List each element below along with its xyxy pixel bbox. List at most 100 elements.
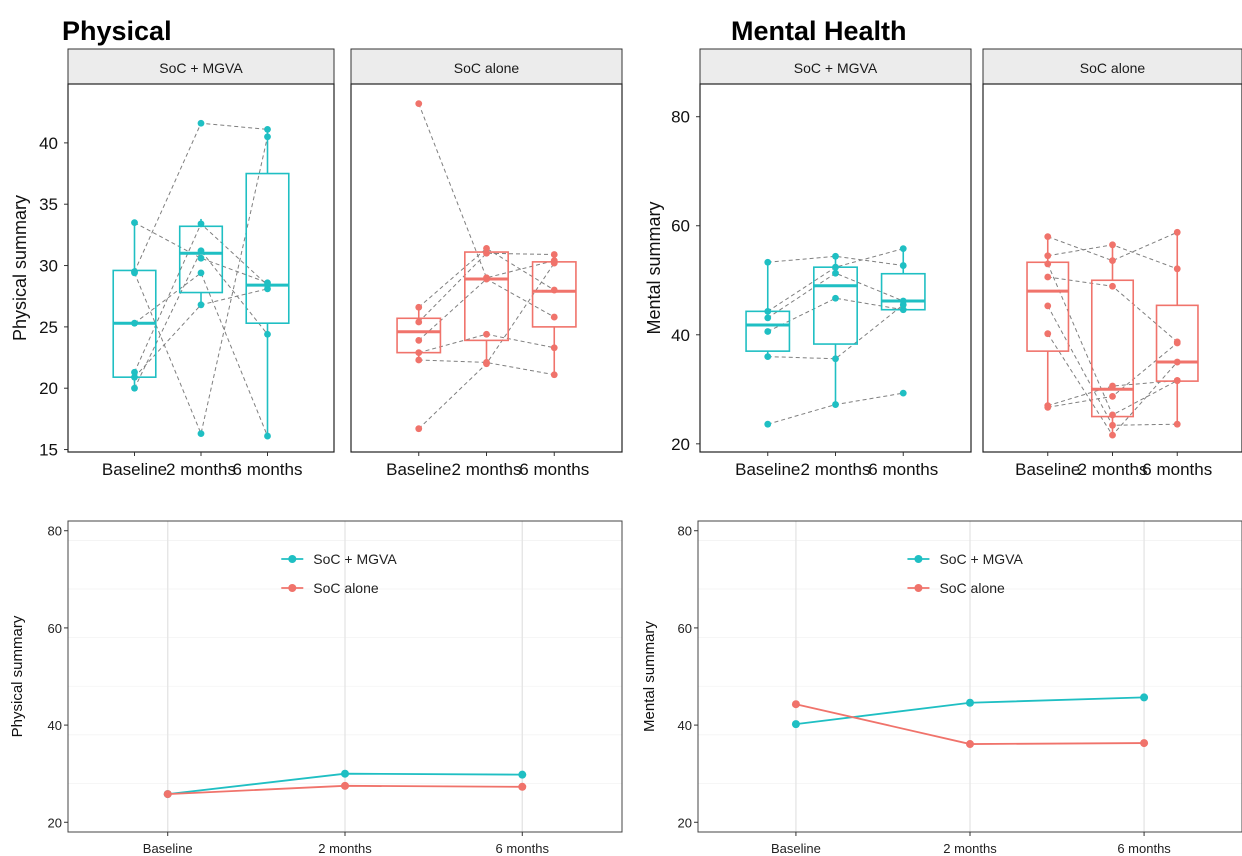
- data-point: [1044, 330, 1052, 338]
- legend-item: SoC alone: [281, 580, 379, 596]
- data-point: [1044, 302, 1052, 310]
- x-tick-label: 6 months: [519, 460, 589, 479]
- subject-trajectory: [418, 359, 555, 376]
- data-point: [899, 262, 907, 269]
- x-tick-label: 2 months: [801, 460, 871, 479]
- data-point: [415, 303, 423, 311]
- data-point: [415, 100, 423, 108]
- charts-layer: 15 20 25 30 35 40 Physical summary SoC + MGVA Ba…: [9, 48, 1242, 856]
- facet-strip: [350, 48, 623, 85]
- data-point: [899, 306, 907, 314]
- y-tick-label: 80: [678, 524, 692, 539]
- data-point: [197, 220, 205, 228]
- x-tick-label: Baseline: [102, 460, 167, 479]
- data-point: [1173, 420, 1181, 428]
- series-point: [163, 790, 172, 799]
- facet-strip-label: SoC + MGVA: [159, 60, 243, 76]
- data-point: [832, 252, 839, 260]
- physical-box: 15 20 25 30 35 40 Physical summary SoC + MGVA Ba…: [10, 48, 623, 479]
- data-point: [1173, 339, 1181, 347]
- data-point: [131, 269, 138, 277]
- data-point: [832, 269, 839, 277]
- facet-strip: [982, 48, 1242, 85]
- data-point: [1173, 358, 1181, 366]
- facet-strip-label: SoC alone: [1080, 60, 1146, 76]
- y-tick-label: 60: [678, 621, 692, 636]
- legend-item: SoC + MGVA: [281, 551, 397, 567]
- data-point: [1044, 233, 1052, 241]
- y-tick-label: 35: [39, 195, 58, 214]
- y-tick-label: 40: [678, 718, 692, 733]
- data-point: [197, 301, 205, 309]
- data-point: [415, 349, 423, 357]
- x-tick-label: 6 months: [233, 460, 303, 479]
- series-point: [341, 769, 349, 778]
- data-point: [550, 344, 558, 352]
- legend-item: SoC + MGVA: [907, 551, 1023, 567]
- data-point: [131, 219, 138, 227]
- data-point: [415, 425, 423, 433]
- data-point: [764, 258, 772, 266]
- y-tick-label: 20: [671, 435, 690, 454]
- legend-key-dot: [914, 584, 923, 592]
- data-point: [1044, 273, 1052, 281]
- subject-trajectory: [134, 249, 268, 389]
- x-tick-label: 2 months: [943, 841, 997, 856]
- x-tick-label: Baseline: [771, 841, 821, 856]
- data-point: [1109, 392, 1116, 400]
- data-point: [1109, 421, 1116, 429]
- subject-trajectory: [418, 247, 555, 308]
- legend-key-dot: [914, 555, 923, 563]
- series-point: [518, 770, 527, 779]
- mental-line: 20 40 60 80 Mental summary Baseline 2 months 6 …: [641, 520, 1242, 856]
- y-axis-label: Mental summary: [644, 201, 664, 334]
- legend-key-dot: [288, 555, 297, 563]
- y-axis-label: Mental summary: [641, 621, 658, 732]
- data-point: [764, 353, 772, 360]
- y-tick-label: 80: [48, 524, 62, 539]
- data-point: [1044, 403, 1052, 411]
- x-tick-label: Baseline: [143, 841, 193, 856]
- x-tick-label: Baseline: [1015, 460, 1080, 479]
- data-point: [764, 328, 772, 335]
- physical-section-title: Physical: [62, 16, 172, 46]
- data-point: [764, 314, 772, 322]
- facet-strip-label: SoC + MGVA: [794, 60, 878, 76]
- data-point: [1109, 411, 1116, 419]
- legend-label: SoC alone: [313, 580, 379, 596]
- x-tick-label: 2 months: [452, 460, 522, 479]
- data-point: [131, 368, 138, 376]
- y-tick-label: 60: [671, 217, 690, 236]
- data-point: [899, 245, 907, 253]
- data-point: [550, 251, 558, 258]
- subject-trajectory: [418, 103, 555, 279]
- panel-frame: [67, 83, 335, 453]
- y-tick-label: 20: [39, 379, 58, 398]
- y-tick-label: 40: [671, 326, 690, 345]
- x-tick-label: 2 months: [1078, 460, 1148, 479]
- x-tick-label: 6 months: [1142, 460, 1212, 479]
- y-tick-label: 15: [39, 441, 58, 460]
- data-point: [1044, 252, 1052, 260]
- legend-key-dot: [288, 584, 297, 592]
- legend-label: SoC alone: [939, 580, 1005, 596]
- subject-trajectory: [767, 272, 904, 319]
- data-point: [197, 430, 205, 437]
- box-iqr: [245, 172, 290, 324]
- data-point: [1173, 228, 1181, 236]
- y-axis-label: Physical summary: [10, 195, 30, 341]
- x-tick-label: 6 months: [1117, 841, 1171, 856]
- series-point: [518, 782, 527, 791]
- series-point: [966, 740, 974, 749]
- y-tick-label: 80: [671, 108, 690, 127]
- data-point: [1109, 382, 1116, 390]
- series-point: [341, 781, 349, 790]
- mental-section-title: Mental Health: [731, 16, 907, 46]
- data-point: [483, 360, 490, 368]
- panel-frame: [350, 83, 623, 453]
- facet-strip-label: SoC alone: [454, 60, 520, 76]
- y-tick-label: 25: [39, 318, 58, 337]
- data-point: [1109, 282, 1116, 290]
